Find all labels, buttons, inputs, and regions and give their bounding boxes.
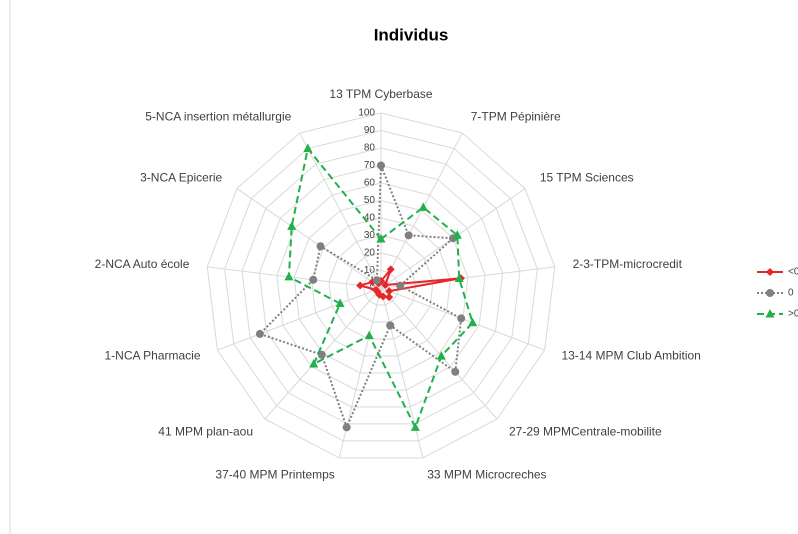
data-point (342, 423, 351, 432)
spoke (299, 132, 382, 289)
grid-ring (328, 234, 434, 340)
grid-ring (363, 269, 399, 306)
data-point (316, 242, 325, 251)
data-point (418, 202, 428, 211)
data-point (284, 271, 294, 281)
data-point (385, 293, 394, 302)
data-point (396, 281, 405, 290)
data-point (451, 367, 460, 376)
grid-ring (310, 217, 452, 357)
category-label: 13 TPM Cyberbase (329, 87, 432, 101)
data-point (468, 317, 478, 327)
data-point (372, 285, 381, 294)
category-label: 3-NCA Epicerie (140, 171, 222, 185)
spoke (380, 266, 555, 289)
data-point (386, 321, 395, 330)
legend-label: <0 (788, 267, 798, 278)
data-point (452, 230, 462, 239)
category-label: 41 MPM plan-aou (158, 425, 253, 439)
chart-title: Individus (374, 25, 449, 44)
r-tick-label: 50 (364, 195, 376, 206)
data-point (436, 351, 446, 360)
r-tick-label: 60 (364, 178, 376, 189)
grid-ring (206, 112, 556, 459)
data-point (356, 281, 365, 290)
data-point (386, 265, 395, 274)
legend-marker (766, 289, 774, 297)
grid-ring (345, 252, 417, 323)
data-point (303, 143, 313, 153)
category-label: 2-NCA Auto école (95, 257, 190, 271)
spoke (236, 188, 382, 289)
r-tick-label: 90 (364, 125, 376, 136)
legend-marker (765, 309, 775, 318)
r-tick-label: 40 (364, 213, 376, 224)
category-label: 33 MPM Microcreches (427, 468, 546, 482)
category-label: 2-3-TPM-microcredit (573, 257, 683, 271)
category-label: 7-TPM Pépinière (471, 109, 561, 123)
data-point (335, 298, 345, 308)
spoke (217, 287, 382, 351)
category-label: 37-40 MPM Printemps (215, 468, 334, 482)
grid-ring (241, 147, 521, 425)
grid-ring (224, 129, 538, 442)
data-point (317, 350, 326, 359)
grid-ring (276, 182, 486, 391)
category-label: 13-14 MPM Club Ambition (561, 349, 700, 363)
data-point (255, 329, 264, 338)
category-label: 5-NCA insertion métallurgie (145, 109, 291, 123)
r-tick-label: 70 (364, 160, 376, 171)
data-point (410, 422, 420, 431)
data-point (364, 330, 374, 340)
r-tick-label: 80 (364, 143, 376, 154)
legend-label: >0 (788, 309, 798, 320)
spoke (207, 266, 382, 289)
series-line (287, 146, 474, 430)
data-point (404, 231, 413, 240)
data-point (454, 273, 464, 283)
r-tick-label: 10 (364, 265, 376, 276)
r-tick-label: 30 (364, 230, 376, 241)
data-point (372, 276, 381, 285)
r-tick-label: 100 (358, 108, 375, 119)
legend-label: 0 (788, 288, 794, 299)
category-label: 27-29 MPMCentrale-mobilite (509, 425, 662, 439)
data-point (385, 287, 394, 296)
r-tick-label: 20 (364, 248, 376, 259)
grid-ring (293, 199, 469, 374)
grid-ring (258, 164, 504, 408)
data-point (457, 314, 466, 323)
data-point (376, 234, 386, 243)
legend-marker (766, 268, 774, 276)
data-point (309, 358, 319, 368)
data-point (377, 161, 385, 170)
category-label: 15 TPM Sciences (540, 171, 634, 185)
category-label: 1-NCA Pharmacie (104, 349, 200, 363)
data-point (381, 281, 390, 290)
data-point (287, 221, 297, 230)
spoke (380, 287, 498, 420)
data-point (309, 275, 318, 284)
series-line (258, 165, 463, 431)
